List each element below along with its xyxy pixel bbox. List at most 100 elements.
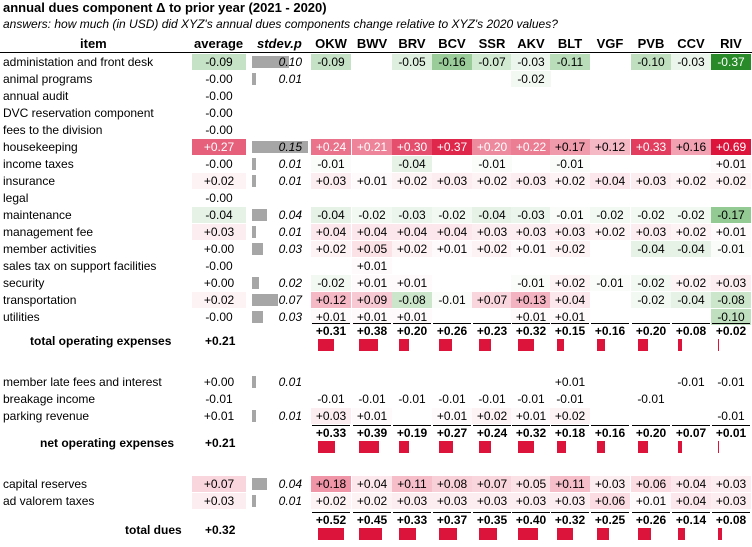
total-bar-okw — [318, 441, 335, 453]
value-blt: +0.01 — [554, 375, 586, 389]
stdev-bar — [252, 226, 256, 238]
total-value-brv: +0.20 — [396, 324, 428, 338]
total-rule — [632, 425, 670, 426]
row-average: -0.00 — [205, 191, 233, 205]
value-okw: -0.02 — [311, 275, 351, 291]
value-okw: +0.24 — [311, 139, 351, 155]
value-akv: -0.03 — [511, 207, 551, 223]
row-stdev: 0.01 — [278, 157, 302, 171]
table-row: maintenance -0.04 0.04 -0.04 -0.02 -0.03 -0.02… — [0, 207, 752, 224]
value-akv: +0.01 — [511, 408, 551, 424]
col-header-vgf: VGF — [596, 36, 624, 51]
total-rule — [393, 512, 431, 513]
value-ccv: +0.04 — [671, 493, 711, 509]
value-akv: +0.03 — [511, 224, 551, 240]
value-brv: +0.02 — [392, 173, 432, 189]
value-bcv: -0.01 — [432, 292, 472, 308]
row-stdev: 0.01 — [278, 375, 302, 389]
total-rule — [551, 512, 589, 513]
total-value-bcv: +0.26 — [436, 324, 468, 338]
row-average: +0.02 — [192, 173, 246, 189]
total-rule — [433, 323, 471, 324]
value-pvb: +0.03 — [631, 173, 671, 189]
row-average: +0.27 — [192, 139, 246, 155]
table-row: DVC reservation component -0.00 — [0, 105, 752, 122]
row-label: animal programs — [3, 72, 93, 86]
stdev-bar — [252, 175, 256, 187]
total-bar-blt — [557, 441, 566, 453]
total-row: total dues +0.32 +0.52 +0.45 +0.33 +0.37 +0.35… — [0, 512, 752, 546]
value-brv: -0.04 — [392, 156, 432, 172]
row-label: member late fees and interest — [3, 375, 162, 389]
value-bcv: -0.01 — [438, 392, 466, 406]
value-okw: -0.01 — [317, 392, 345, 406]
value-bcv: +0.37 — [432, 139, 472, 155]
table-row: parking revenue +0.01 0.01 +0.03 +0.01 +0.01 +… — [0, 408, 752, 425]
table-row: income taxes -0.00 0.01 -0.01 -0.04 -0.01 -0.0… — [0, 156, 752, 173]
row-label: management fee — [3, 225, 94, 239]
total-row: net operating expenses +0.21 +0.33 +0.39 +0.… — [0, 425, 752, 459]
value-ccv: +0.04 — [671, 476, 711, 492]
value-ccv: -0.04 — [671, 292, 711, 308]
value-brv: +0.01 — [392, 275, 432, 291]
total-row: total operating expenses +0.21 +0.31 +0.38 +… — [0, 323, 752, 357]
total-bar-vgf — [597, 528, 609, 540]
value-bcv: -0.02 — [432, 207, 472, 223]
total-value-riv: +0.01 — [715, 426, 747, 440]
value-ccv: +0.02 — [671, 173, 711, 189]
value-brv: -0.01 — [398, 392, 426, 406]
value-akv: -0.01 — [517, 392, 545, 406]
value-bwv: -0.01 — [358, 392, 386, 406]
table-row: utilities -0.00 0.03 +0.01 +0.01 +0.01 +0.01 +0… — [0, 309, 752, 326]
row-average: -0.00 — [205, 310, 233, 324]
value-vgf: +0.02 — [590, 224, 630, 240]
total-rule — [473, 425, 511, 426]
total-bar-ssr — [479, 528, 497, 540]
page-subtitle: answers: how much (in USD) did XYZ's ann… — [3, 17, 558, 31]
value-riv: +0.69 — [711, 139, 751, 155]
value-ccv: -0.01 — [677, 375, 705, 389]
value-ssr: -0.01 — [472, 156, 512, 172]
total-rule — [591, 512, 629, 513]
total-value-ccv: +0.14 — [675, 513, 707, 527]
table-row: breakage income -0.01 -0.01 -0.01 -0.01 -0.01… — [0, 391, 752, 408]
value-bwv: +0.09 — [352, 292, 392, 308]
total-value-okw: +0.33 — [315, 426, 347, 440]
total-value-pvb: +0.20 — [635, 324, 667, 338]
total-bar-ccv — [678, 528, 685, 540]
stdev-bar — [252, 410, 256, 422]
value-blt: +0.03 — [550, 224, 590, 240]
total-bar-okw — [318, 339, 334, 351]
value-bcv: +0.03 — [432, 493, 472, 509]
value-pvb: +0.01 — [631, 493, 671, 509]
value-blt: +0.01 — [550, 309, 590, 325]
value-riv: -0.10 — [711, 309, 751, 325]
total-value-bwv: +0.39 — [356, 426, 388, 440]
total-rule — [632, 512, 670, 513]
value-blt: +0.11 — [550, 476, 590, 492]
total-value-pvb: +0.20 — [635, 426, 667, 440]
page-title: annual dues component Δ to prior year (2… — [3, 0, 327, 15]
stdev-bar — [252, 243, 263, 255]
table-row: legal -0.00 — [0, 190, 752, 207]
value-bwv: +0.21 — [352, 139, 392, 155]
row-label: parking revenue — [3, 409, 90, 423]
row-stdev: 0.15 — [278, 140, 302, 154]
value-brv: +0.04 — [392, 224, 432, 240]
row-label: utilities — [3, 310, 40, 324]
value-ccv: +0.16 — [671, 139, 711, 155]
row-label: sales tax on support facilities — [3, 259, 157, 273]
row-stdev: 0.04 — [278, 477, 302, 491]
table-row: sales tax on support facilities -0.00 +0.0… — [0, 258, 752, 275]
table-row: management fee +0.03 0.01 +0.04 +0.04 +0.04 +0… — [0, 224, 752, 241]
row-label: housekeeping — [3, 140, 78, 154]
total-bar-brv — [399, 528, 416, 540]
total-rule — [473, 323, 511, 324]
total-bar-ccv — [678, 441, 682, 453]
row-label: legal — [3, 191, 29, 205]
value-pvb: +0.06 — [631, 476, 671, 492]
total-rule — [512, 512, 550, 513]
value-pvb: -0.04 — [631, 241, 671, 257]
total-value-riv: +0.02 — [715, 324, 747, 338]
value-bcv: +0.01 — [432, 241, 472, 257]
